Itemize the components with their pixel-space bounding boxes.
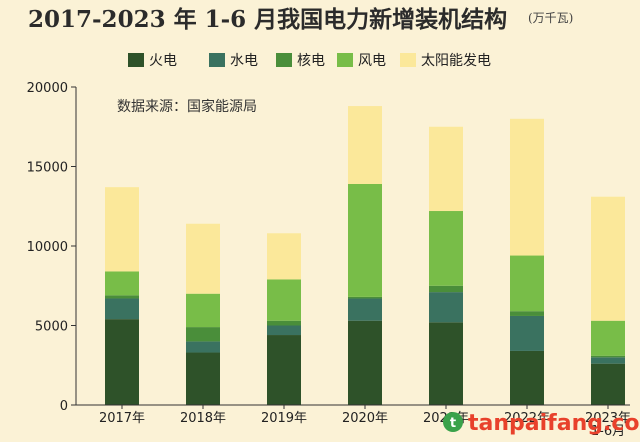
- legend-swatch-1: [128, 53, 144, 67]
- bar-segment-4-5: [348, 106, 382, 184]
- x-tick-label: 2022年: [504, 411, 550, 426]
- legend-swatch-4: [337, 53, 353, 67]
- bar-segment-2-3: [186, 327, 220, 342]
- legend-swatch-3: [276, 53, 292, 67]
- x-tick-label: 2019年: [261, 411, 307, 426]
- bar-segment-1-4: [105, 271, 139, 296]
- bar-segment-7-2: [591, 357, 625, 364]
- bar-segment-7-4: [591, 320, 625, 356]
- bar-segment-2-1: [186, 352, 220, 405]
- bar-segment-7-5: [591, 196, 625, 321]
- bar-segment-1-2: [105, 298, 139, 320]
- bar-segment-5-1: [429, 322, 463, 405]
- y-tick-label: 10000: [27, 240, 68, 255]
- bar-segment-5-3: [429, 285, 463, 293]
- bar-segment-6-2: [510, 315, 544, 351]
- chart-title: 2017-2023 年 1-6 月我国电力新增装机结构: [28, 6, 507, 33]
- bar-segment-6-4: [510, 255, 544, 312]
- watermark-logo-icon: [443, 412, 463, 432]
- bar-segment-6-5: [510, 118, 544, 256]
- watermark-text: tanpaifang.com: [468, 411, 640, 436]
- bar-segment-4-3: [348, 296, 382, 299]
- y-tick-label: 5000: [35, 320, 68, 335]
- bar-segment-3-2: [267, 325, 301, 336]
- bar-segment-4-4: [348, 183, 382, 297]
- x-tick-label: 2018年: [180, 411, 226, 426]
- chart-unit: (万千瓦): [528, 11, 573, 25]
- bar-segment-1-5: [105, 187, 139, 272]
- bar-segment-1-1: [105, 319, 139, 405]
- x-tick-label: 2020年: [342, 411, 388, 426]
- bar-segment-5-2: [429, 292, 463, 323]
- bar-segment-3-4: [267, 279, 301, 321]
- legend-label-5: 太阳能发电: [421, 53, 491, 69]
- watermark-logo-letter: t: [450, 416, 456, 431]
- bar-segment-2-2: [186, 341, 220, 353]
- bar-segment-4-2: [348, 298, 382, 321]
- bar-segment-3-5: [267, 233, 301, 280]
- bar-segment-3-1: [267, 335, 301, 405]
- source-note: 数据来源：国家能源局: [117, 98, 257, 115]
- legend-label-4: 风电: [358, 53, 386, 69]
- legend: 火电 水电 核电 风电 太阳能发电: [128, 53, 491, 69]
- legend-swatch-5: [400, 53, 416, 67]
- bar-segment-3-3: [267, 320, 301, 326]
- bar-segment-7-1: [591, 363, 625, 405]
- legend-label-1: 火电: [149, 53, 177, 69]
- bar-segment-5-5: [429, 126, 463, 212]
- legend-label-2: 水电: [230, 53, 258, 69]
- bar-segment-2-5: [186, 223, 220, 294]
- bar-segment-7-3: [591, 355, 625, 358]
- legend-label-3: 核电: [297, 53, 325, 69]
- y-tick-label: 15000: [27, 161, 68, 176]
- bar-segment-6-3: [510, 311, 544, 316]
- watermark: t tanpaifang.com: [443, 411, 640, 436]
- bar-segment-5-4: [429, 211, 463, 286]
- y-tick-label: 0: [60, 399, 68, 414]
- y-tick-label: 20000: [27, 81, 68, 96]
- bar-segment-4-1: [348, 320, 382, 405]
- x-tick-label: 2017年: [99, 411, 145, 426]
- legend-swatch-2: [209, 53, 225, 67]
- bar-segment-1-3: [105, 295, 139, 299]
- bar-segment-6-1: [510, 350, 544, 405]
- x-tick-label: 2023年 1-6月: [585, 411, 631, 439]
- bars: [105, 106, 625, 405]
- y-axis: 0 5000 10000 15000 20000: [27, 81, 77, 414]
- bar-segment-2-4: [186, 293, 220, 328]
